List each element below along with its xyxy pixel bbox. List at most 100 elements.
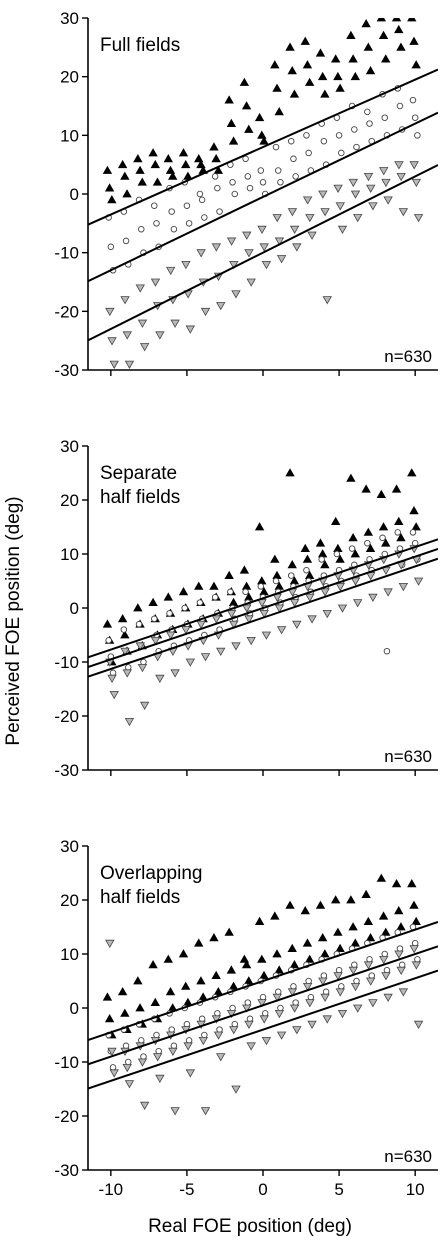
data-point bbox=[287, 137, 295, 145]
data-point bbox=[226, 1010, 237, 1019]
data-point bbox=[270, 554, 280, 563]
data-point bbox=[170, 319, 180, 328]
data-point bbox=[137, 319, 148, 328]
data-point bbox=[350, 577, 361, 586]
data-point bbox=[259, 136, 269, 145]
data-point bbox=[409, 161, 419, 170]
data-point bbox=[257, 583, 265, 590]
data-point bbox=[287, 943, 297, 952]
data-point bbox=[104, 1013, 115, 1023]
data-point bbox=[105, 307, 115, 317]
data-point bbox=[407, 18, 417, 22]
x-tick-label: 10 bbox=[406, 1180, 425, 1199]
data-point bbox=[198, 196, 206, 204]
data-point bbox=[181, 260, 191, 270]
data-point bbox=[350, 190, 361, 199]
chart-panel-1: -30 -20 -10 0 10 20 30 Full fields n=630 bbox=[54, 9, 438, 380]
data-point bbox=[244, 124, 254, 133]
y-tick-label: -10 bbox=[54, 653, 79, 672]
data-point bbox=[381, 950, 388, 958]
panel-title: Separate half fields bbox=[100, 463, 180, 508]
data-point bbox=[318, 556, 325, 563]
data-point bbox=[246, 278, 256, 287]
data-point bbox=[290, 983, 297, 990]
data-point bbox=[351, 961, 358, 969]
regression-lines bbox=[88, 921, 438, 1090]
data-point bbox=[196, 599, 204, 606]
data-point bbox=[322, 296, 332, 305]
data-point bbox=[246, 637, 256, 646]
regression-line bbox=[88, 538, 438, 659]
data-point bbox=[152, 177, 163, 186]
data-point bbox=[364, 539, 371, 547]
x-tick-label: 0 bbox=[258, 1180, 267, 1199]
data-point bbox=[376, 489, 387, 499]
data-point bbox=[135, 284, 145, 293]
data-point bbox=[394, 161, 404, 170]
data-point bbox=[198, 992, 208, 1001]
data-point bbox=[381, 114, 388, 121]
data-point bbox=[198, 1015, 206, 1023]
data-point bbox=[330, 54, 341, 63]
data-point bbox=[150, 278, 161, 287]
data-points bbox=[102, 468, 424, 727]
data-point bbox=[381, 927, 391, 936]
data-point bbox=[257, 576, 267, 585]
data-point bbox=[368, 593, 378, 603]
data-point bbox=[181, 626, 191, 635]
data-point bbox=[224, 95, 234, 104]
data-point bbox=[139, 701, 150, 711]
regression-line bbox=[88, 68, 438, 226]
y-tick-label: -10 bbox=[54, 244, 79, 263]
data-point bbox=[165, 986, 176, 996]
data-point bbox=[411, 522, 421, 531]
data-point bbox=[289, 225, 300, 235]
data-point bbox=[383, 196, 393, 205]
data-point bbox=[168, 1026, 175, 1033]
data-point bbox=[379, 534, 386, 542]
y-tick-label: -20 bbox=[54, 1107, 79, 1126]
data-point bbox=[333, 927, 343, 936]
data-point bbox=[411, 60, 421, 69]
data-point bbox=[394, 516, 404, 525]
data-point bbox=[307, 993, 315, 1001]
data-point bbox=[381, 178, 391, 188]
data-point bbox=[151, 202, 158, 209]
data-point bbox=[163, 153, 173, 163]
data-point bbox=[333, 184, 343, 193]
data-point bbox=[228, 136, 239, 145]
data-point bbox=[257, 130, 267, 139]
data-point bbox=[246, 1042, 256, 1051]
data-point bbox=[300, 36, 310, 45]
data-point bbox=[348, 532, 358, 542]
data-point bbox=[194, 938, 204, 947]
data-point bbox=[257, 954, 267, 963]
data-point bbox=[307, 231, 317, 240]
data-point bbox=[276, 626, 287, 635]
data-point bbox=[231, 290, 241, 299]
data-point bbox=[338, 983, 345, 990]
data-point bbox=[185, 1069, 196, 1078]
data-point bbox=[211, 970, 221, 979]
data-point bbox=[292, 999, 299, 1006]
data-point bbox=[150, 637, 161, 646]
data-point bbox=[333, 71, 343, 81]
data-point bbox=[150, 997, 160, 1006]
data-point bbox=[241, 959, 252, 969]
data-point bbox=[102, 619, 113, 628]
data-point bbox=[409, 945, 419, 954]
data-point bbox=[261, 1010, 269, 1017]
data-point bbox=[148, 148, 158, 157]
data-point bbox=[378, 522, 389, 531]
x-tick-label: -10 bbox=[99, 1180, 124, 1199]
x-tick-label: 5 bbox=[334, 1180, 343, 1199]
data-point bbox=[201, 214, 208, 221]
data-point bbox=[257, 999, 267, 1008]
data-point bbox=[104, 183, 115, 192]
data-point bbox=[102, 992, 113, 1001]
data-point bbox=[305, 149, 312, 157]
data-point bbox=[185, 325, 196, 334]
y-tick-label: 30 bbox=[60, 837, 79, 856]
data-point bbox=[109, 691, 119, 700]
